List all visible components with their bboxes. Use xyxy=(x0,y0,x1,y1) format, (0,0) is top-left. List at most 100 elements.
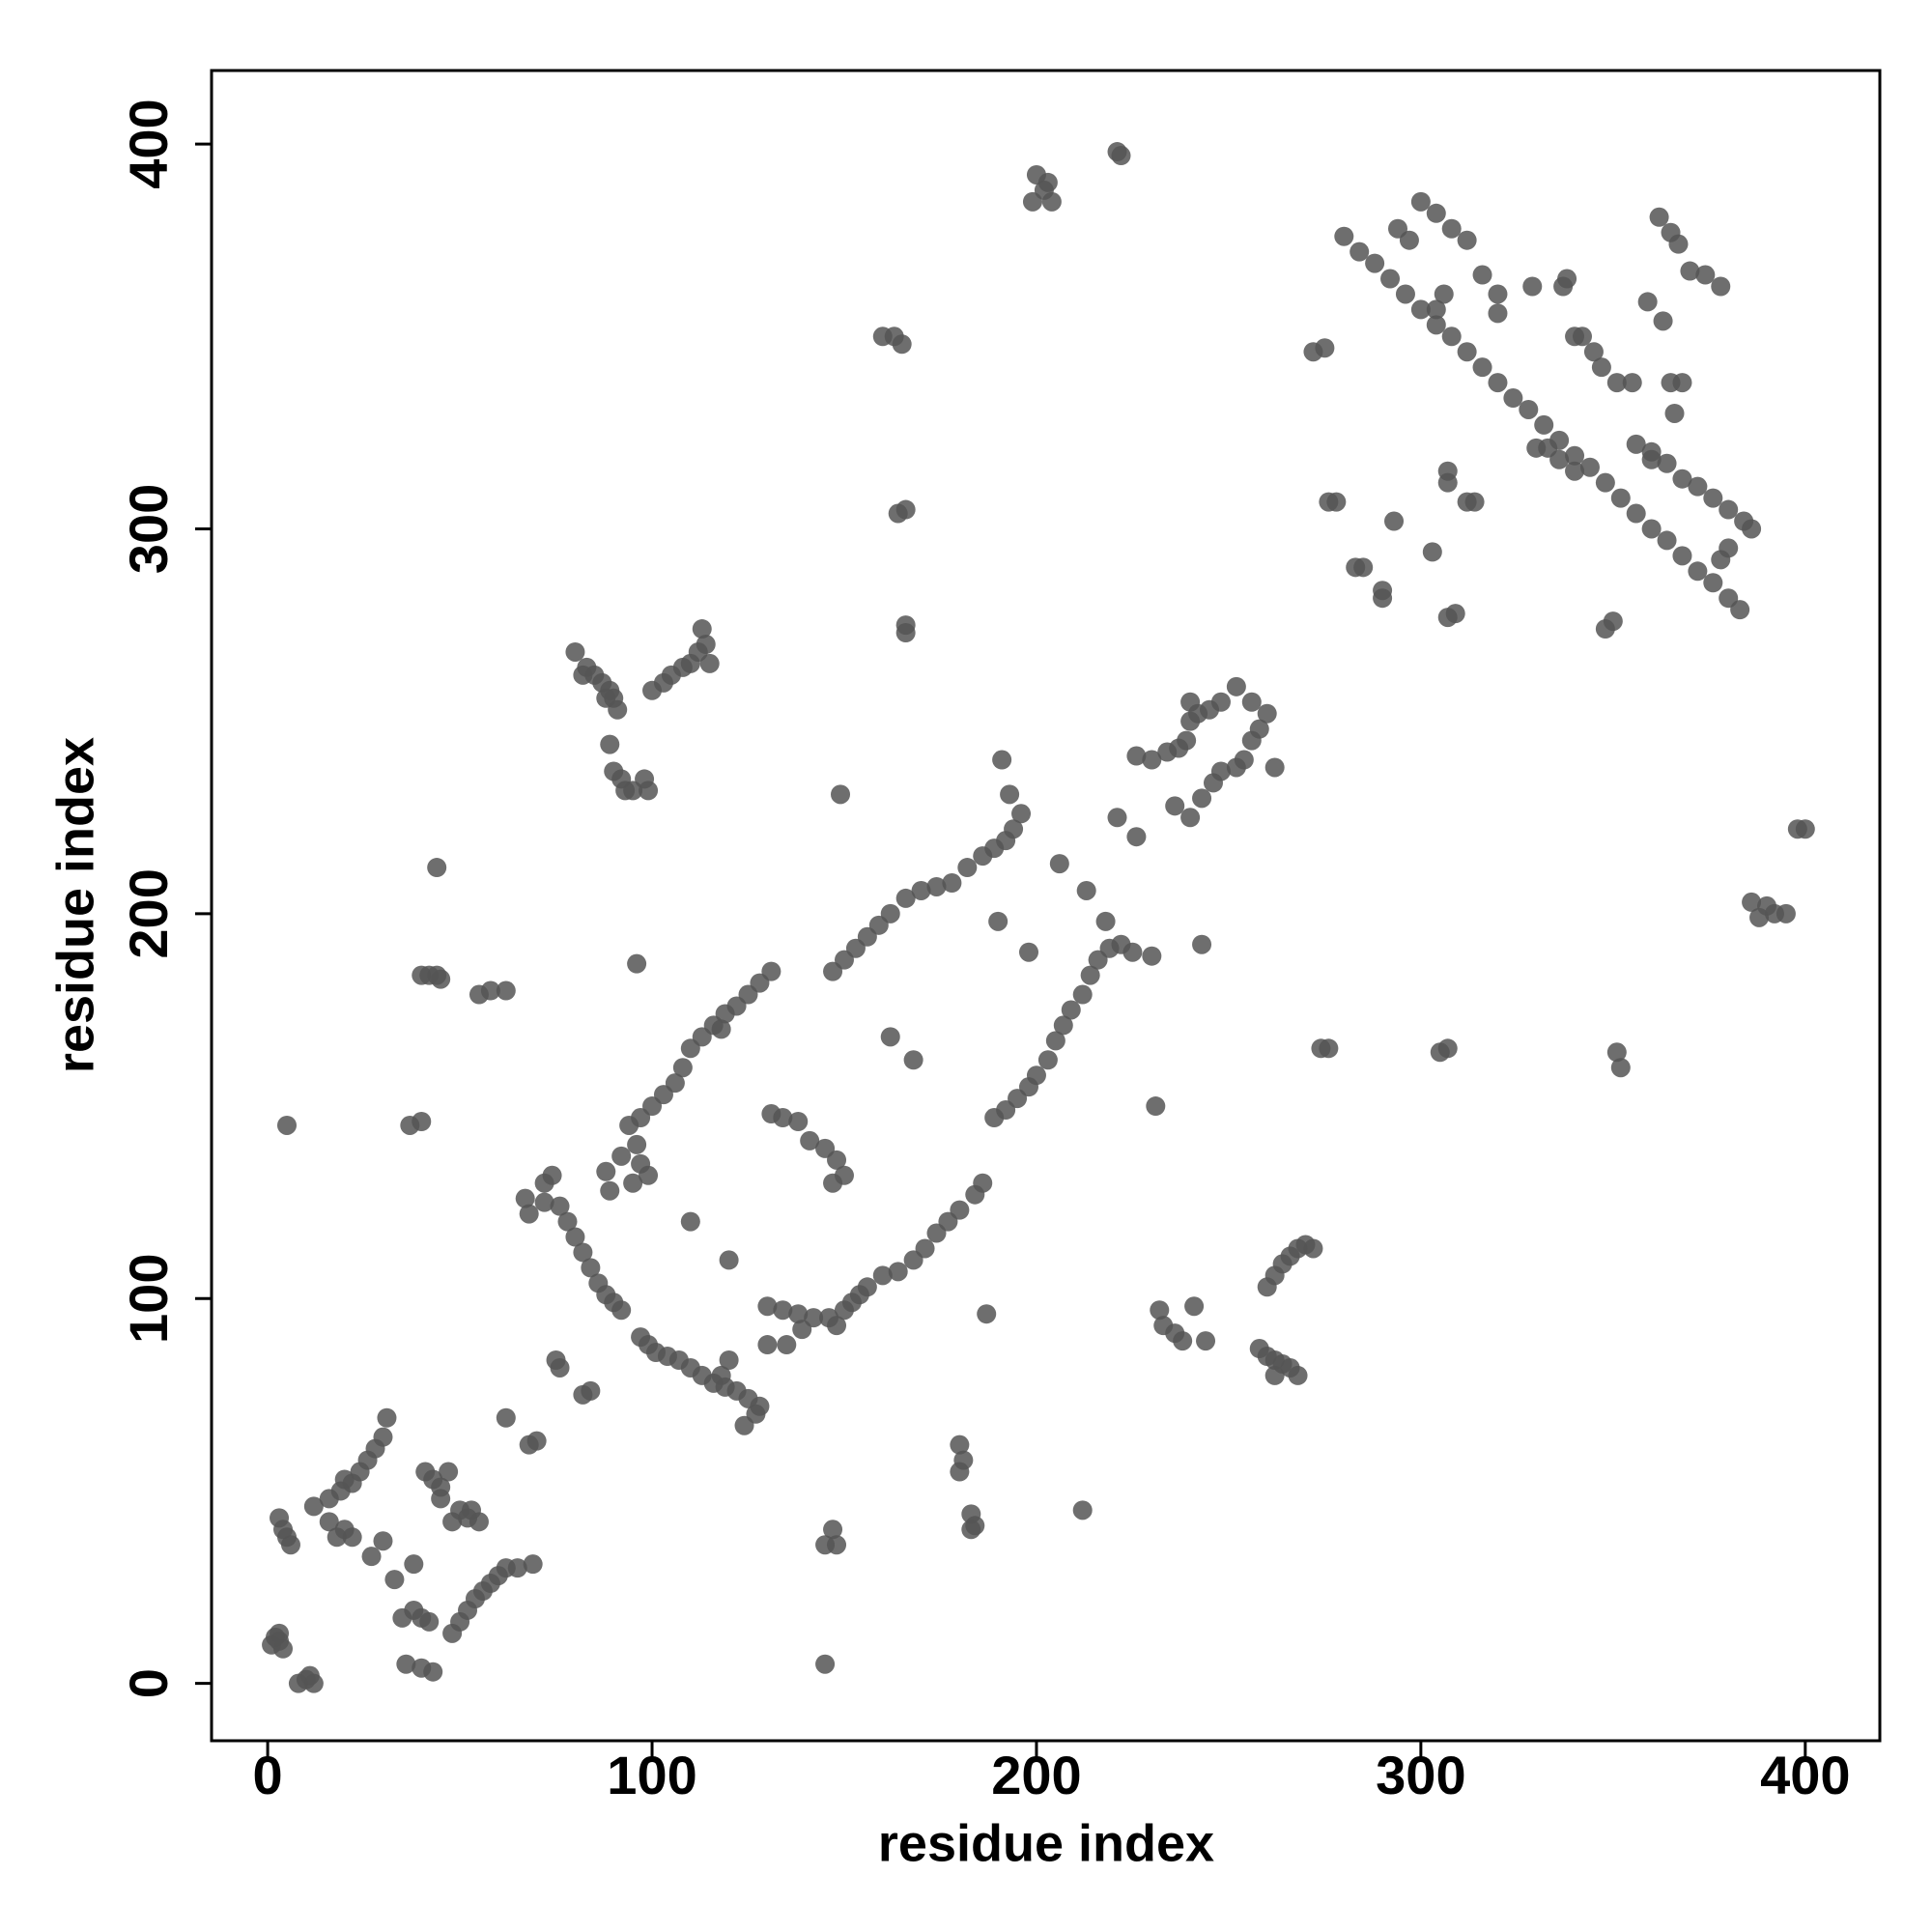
contact-point xyxy=(1180,808,1201,828)
contact-point xyxy=(1053,1015,1073,1036)
contact-point xyxy=(1457,342,1477,362)
contact-point xyxy=(950,1462,970,1482)
contact-point xyxy=(699,653,720,673)
contact-point xyxy=(557,1211,578,1232)
contact-point xyxy=(1315,338,1335,358)
contact-point xyxy=(1626,434,1646,454)
contact-point xyxy=(1192,934,1212,954)
contact-point xyxy=(680,1211,700,1232)
contact-point xyxy=(973,1173,993,1193)
contact-point xyxy=(1380,269,1401,289)
contact-point xyxy=(431,969,451,989)
contact-point xyxy=(1776,903,1796,923)
contact-point xyxy=(627,953,647,974)
contact-point xyxy=(942,872,962,893)
contact-point xyxy=(950,1435,970,1455)
contact-point xyxy=(600,734,620,754)
contact-point xyxy=(711,1365,731,1385)
contact-point xyxy=(1303,1238,1323,1259)
x-tick-label: 0 xyxy=(253,1745,283,1805)
contact-point xyxy=(1680,261,1700,281)
contact-point xyxy=(1126,827,1147,847)
y-tick-label: 0 xyxy=(118,1668,179,1698)
contact-point xyxy=(1045,1031,1065,1051)
contact-point xyxy=(815,1654,836,1674)
contact-point xyxy=(1080,965,1100,985)
contact-point xyxy=(1610,488,1631,508)
contact-point xyxy=(1173,1331,1193,1351)
contact-point xyxy=(1749,907,1770,927)
contact-point xyxy=(1565,445,1585,466)
contact-point xyxy=(1049,854,1069,874)
contact-point xyxy=(412,965,432,985)
contact-point xyxy=(1472,357,1492,378)
contact-point xyxy=(1311,1038,1331,1059)
contact-point xyxy=(1422,542,1442,562)
contact-point xyxy=(496,1407,516,1428)
contact-point xyxy=(273,1638,294,1659)
contact-point xyxy=(519,1435,539,1455)
contact-point xyxy=(1579,457,1600,477)
contact-point xyxy=(1373,588,1393,609)
contact-point xyxy=(926,876,947,896)
contact-point xyxy=(412,1111,432,1131)
contact-point xyxy=(1606,373,1627,393)
contact-point xyxy=(1434,284,1454,304)
contact-point xyxy=(1184,1296,1205,1317)
contact-point xyxy=(319,1512,339,1532)
contact-point xyxy=(1334,226,1354,246)
contact-point xyxy=(377,1407,397,1428)
contact-point xyxy=(1365,253,1385,273)
contact-point xyxy=(361,1547,382,1567)
contact-point xyxy=(1072,984,1093,1005)
contact-point xyxy=(427,858,447,878)
contact-point xyxy=(600,1180,620,1201)
contact-point xyxy=(581,1258,601,1278)
contact-point xyxy=(1688,476,1708,497)
contact-point xyxy=(1573,327,1593,347)
contact-point xyxy=(565,641,585,662)
contact-point xyxy=(757,1335,778,1355)
contact-point xyxy=(1437,472,1458,493)
y-tick-label: 100 xyxy=(118,1254,179,1344)
contact-point xyxy=(1395,284,1415,304)
contact-point xyxy=(1719,538,1739,558)
contact-point xyxy=(439,1462,459,1482)
contact-point xyxy=(1095,911,1116,931)
contact-point xyxy=(880,1027,900,1047)
contact-point xyxy=(696,634,716,654)
contact-point xyxy=(761,961,781,981)
contact-point xyxy=(773,1300,793,1321)
contact-point xyxy=(827,1535,847,1555)
contact-point xyxy=(750,1396,770,1416)
contact-point xyxy=(546,1350,566,1370)
contact-point xyxy=(1126,746,1147,766)
contact-point xyxy=(1657,530,1677,551)
x-tick-label: 300 xyxy=(1376,1745,1465,1805)
contact-point xyxy=(1649,207,1669,227)
contact-point xyxy=(1695,265,1716,285)
contact-point xyxy=(950,1200,970,1220)
contact-point xyxy=(1410,299,1431,320)
contact-point xyxy=(299,1665,320,1686)
contact-point xyxy=(1603,611,1623,632)
contact-point xyxy=(831,784,851,805)
contact-point xyxy=(1519,399,1539,419)
contact-point xyxy=(961,1520,981,1540)
contact-point xyxy=(1441,327,1462,347)
contact-point xyxy=(1241,692,1262,712)
contact-point xyxy=(611,1300,632,1321)
contact-point xyxy=(1192,788,1212,809)
contact-point xyxy=(957,858,978,878)
contact-point xyxy=(719,1350,739,1370)
contact-point xyxy=(1787,819,1807,839)
contact-point xyxy=(1672,546,1692,566)
contact-point xyxy=(1711,276,1731,297)
contact-point xyxy=(1488,303,1508,324)
contact-point xyxy=(672,1058,693,1078)
contact-point xyxy=(519,1204,539,1224)
contact-point xyxy=(1657,453,1677,473)
contact-point xyxy=(1326,492,1347,512)
contact-point xyxy=(1503,388,1523,409)
